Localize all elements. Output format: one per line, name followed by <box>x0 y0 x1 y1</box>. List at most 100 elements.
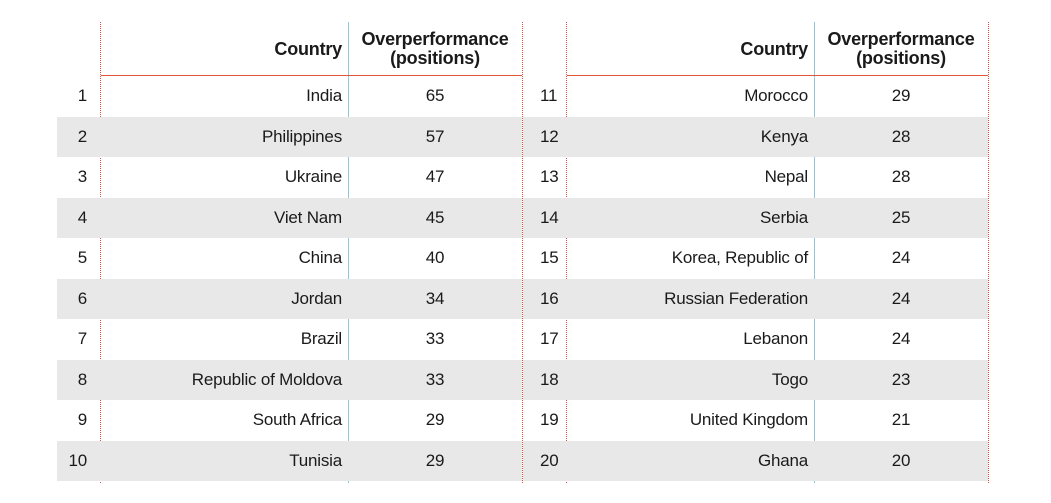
value-cell: 40 <box>425 248 445 268</box>
rank-cell: 14 <box>540 207 559 227</box>
divider-dotted <box>988 22 989 483</box>
rank-cell: 18 <box>540 369 559 389</box>
country-cell: Nepal <box>764 167 809 187</box>
table-row: 17 Lebanon 24 <box>523 319 988 360</box>
table-row: 6 Jordan 34 <box>57 278 522 319</box>
table-row: 4 Viet Nam 45 <box>57 197 522 238</box>
value-cell: 25 <box>891 207 911 227</box>
table-row: 20 Ghana 20 <box>523 440 988 481</box>
rank-cell: 20 <box>540 450 559 470</box>
country-cell: Togo <box>771 369 808 389</box>
country-cell: Morocco <box>744 86 808 106</box>
rank-cell: 16 <box>540 288 559 308</box>
table-panel-left: Country Overperformance (positions) 1 In… <box>57 22 523 483</box>
country-cell: South Africa <box>252 410 342 430</box>
country-cell: Korea, Republic of <box>671 248 808 268</box>
divider-dotted <box>100 22 101 483</box>
value-cell: 47 <box>425 167 445 187</box>
country-cell: Russian Federation <box>664 288 808 308</box>
rank-cell: 9 <box>77 410 87 430</box>
rank-cell: 6 <box>77 288 87 308</box>
header-rank <box>57 22 101 76</box>
rank-cell: 12 <box>540 126 559 146</box>
value-cell: 24 <box>891 248 911 268</box>
table-header: Country Overperformance (positions) <box>57 22 522 76</box>
header-rule <box>101 75 522 76</box>
table-row: 7 Brazil 33 <box>57 319 522 360</box>
country-cell: Viet Nam <box>273 207 342 227</box>
rank-cell: 8 <box>77 369 87 389</box>
rank-cell: 2 <box>77 126 87 146</box>
country-cell: Tunisia <box>289 450 342 470</box>
rank-cell: 13 <box>540 167 559 187</box>
rank-cell: 7 <box>77 329 87 349</box>
value-cell: 20 <box>891 450 911 470</box>
table-row: 2 Philippines 57 <box>57 116 522 157</box>
value-cell: 28 <box>891 167 911 187</box>
value-cell: 65 <box>425 86 445 106</box>
table-body: 11 Morocco 29 12 Kenya 28 13 Nepal 28 14… <box>523 76 988 481</box>
value-cell: 24 <box>891 329 911 349</box>
table-row: 10 Tunisia 29 <box>57 440 522 481</box>
country-cell: Serbia <box>760 207 808 227</box>
country-cell: Ghana <box>757 450 808 470</box>
value-cell: 45 <box>425 207 445 227</box>
header-value-line2: (positions) <box>390 48 480 68</box>
table-row: 1 India 65 <box>57 76 522 117</box>
table-row: 19 United Kingdom 21 <box>523 400 988 441</box>
rank-cell: 11 <box>540 86 558 106</box>
country-cell: Lebanon <box>743 329 808 349</box>
country-cell: Ukraine <box>284 167 342 187</box>
country-cell: China <box>298 248 343 268</box>
divider-dotted <box>566 22 567 483</box>
value-cell: 33 <box>425 329 445 349</box>
table-row: 13 Nepal 28 <box>523 157 988 198</box>
value-cell: 28 <box>891 126 911 146</box>
rank-cell: 5 <box>77 248 87 268</box>
rank-cell: 4 <box>77 207 87 227</box>
country-cell: India <box>306 86 342 106</box>
table-row: 8 Republic of Moldova 33 <box>57 359 522 400</box>
value-cell: 29 <box>425 450 445 470</box>
divider-solid <box>814 22 815 483</box>
value-cell: 57 <box>425 126 445 146</box>
table-row: 18 Togo 23 <box>523 359 988 400</box>
table-row: 16 Russian Federation 24 <box>523 278 988 319</box>
header-value-line1: Overperformance <box>827 29 975 49</box>
header-rule <box>567 75 988 76</box>
table-row: 11 Morocco 29 <box>523 76 988 117</box>
header-country: Country <box>740 38 808 59</box>
table-row: 14 Serbia 25 <box>523 197 988 238</box>
table-row: 15 Korea, Republic of 24 <box>523 238 988 279</box>
country-cell: Jordan <box>291 288 342 308</box>
divider-solid <box>348 22 349 483</box>
table-row: 12 Kenya 28 <box>523 116 988 157</box>
header-value-line2: (positions) <box>856 48 946 68</box>
country-cell: Philippines <box>261 126 342 146</box>
value-cell: 23 <box>891 369 911 389</box>
header-overperformance: Overperformance (positions) <box>348 22 522 76</box>
header-rank <box>523 22 567 76</box>
rank-cell: 1 <box>77 86 87 106</box>
table-row: 5 China 40 <box>57 238 522 279</box>
value-cell: 21 <box>891 410 911 430</box>
value-cell: 29 <box>425 410 445 430</box>
country-cell: Republic of Moldova <box>191 369 342 389</box>
table-panel-right: Country Overperformance (positions) 11 M… <box>523 22 989 483</box>
country-cell: Kenya <box>760 126 808 146</box>
rank-cell: 3 <box>77 167 87 187</box>
value-cell: 29 <box>891 86 911 106</box>
header-value-line1: Overperformance <box>361 29 509 49</box>
divider-dotted <box>522 22 523 483</box>
rank-cell: 10 <box>68 450 87 470</box>
table-body: 1 India 65 2 Philippines 57 3 Ukraine 47… <box>57 76 522 481</box>
header-overperformance: Overperformance (positions) <box>814 22 988 76</box>
table-header: Country Overperformance (positions) <box>523 22 988 76</box>
value-cell: 34 <box>425 288 445 308</box>
value-cell: 33 <box>425 369 445 389</box>
rank-cell: 17 <box>540 329 559 349</box>
value-cell: 24 <box>891 288 911 308</box>
table-row: 3 Ukraine 47 <box>57 157 522 198</box>
country-cell: United Kingdom <box>689 410 808 430</box>
